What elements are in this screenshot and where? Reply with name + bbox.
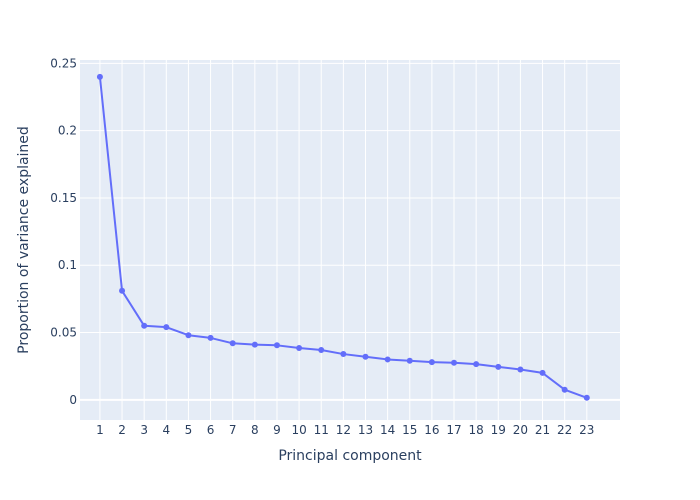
x-tick-label: 11	[314, 423, 329, 437]
x-tick-label: 13	[358, 423, 373, 437]
x-tick-label: 7	[229, 423, 237, 437]
y-tick-label: 0.1	[58, 258, 77, 272]
data-point	[163, 324, 170, 331]
data-point	[495, 363, 502, 370]
x-tick-label: 19	[491, 423, 506, 437]
data-point	[539, 369, 546, 376]
x-tick-label: 14	[380, 423, 395, 437]
data-point	[207, 334, 214, 341]
x-tick-label: 23	[579, 423, 594, 437]
y-axis-ticks: 0 0.05 0.1 0.15 0.2 0.25	[50, 56, 77, 406]
x-tick-label: 22	[557, 423, 572, 437]
y-tick-label: 0	[69, 393, 77, 407]
data-point	[340, 351, 347, 358]
x-tick-label: 3	[140, 423, 148, 437]
x-tick-label: 12	[336, 423, 351, 437]
data-point	[185, 332, 192, 339]
x-tick-label: 20	[513, 423, 528, 437]
y-tick-label: 0.2	[58, 124, 77, 138]
data-point	[141, 322, 148, 329]
data-point	[96, 73, 103, 80]
y-axis-title: Proportion of variance explained	[16, 126, 32, 354]
data-point	[384, 356, 391, 363]
x-tick-label: 10	[291, 423, 306, 437]
data-point	[229, 340, 236, 347]
x-tick-label: 16	[424, 423, 439, 437]
data-point	[583, 394, 590, 401]
data-point	[517, 366, 524, 373]
data-point	[362, 353, 369, 360]
x-axis-ticks: 1 2 3 4 5 6 7 8 9 10 11 12 13 14 15 16 17 18 19 20 21 22 23	[96, 423, 594, 437]
y-tick-label: 0.15	[50, 191, 77, 205]
data-point	[318, 347, 325, 354]
data-point	[273, 342, 280, 349]
x-tick-label: 2	[118, 423, 126, 437]
x-axis-title: Principal component	[278, 448, 422, 464]
data-point	[119, 287, 126, 294]
x-tick-label: 9	[273, 423, 281, 437]
y-tick-label: 0.25	[50, 56, 77, 70]
x-tick-label: 8	[251, 423, 259, 437]
series-layer	[96, 73, 590, 401]
x-tick-label: 4	[162, 423, 170, 437]
data-point	[561, 386, 568, 393]
x-tick-label: 18	[469, 423, 484, 437]
data-point	[428, 359, 435, 366]
data-point	[296, 345, 303, 351]
x-tick-label: 5	[185, 423, 193, 437]
x-tick-label: 21	[535, 423, 550, 437]
x-tick-label: 17	[446, 423, 461, 437]
data-point	[251, 341, 258, 348]
data-point	[451, 359, 458, 366]
plot-area-background	[80, 60, 620, 420]
x-tick-label: 1	[96, 423, 104, 437]
y-tick-label: 0.05	[50, 326, 77, 340]
data-point	[473, 361, 480, 368]
x-tick-label: 15	[402, 423, 417, 437]
data-point	[406, 357, 413, 364]
x-tick-label: 6	[207, 423, 215, 437]
